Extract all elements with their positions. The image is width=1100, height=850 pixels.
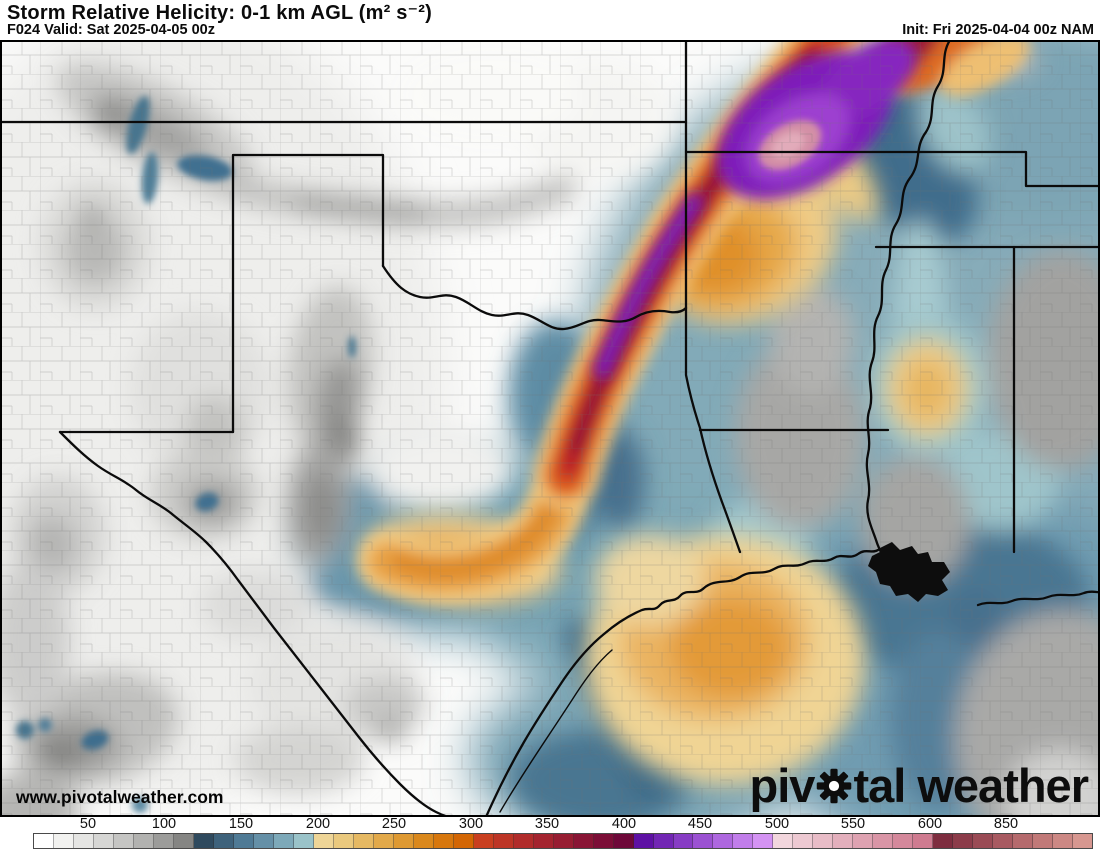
colorbar-tick: 500 bbox=[764, 816, 790, 832]
colorbar-cell bbox=[473, 834, 494, 848]
gear-icon bbox=[816, 764, 852, 811]
colorbar-cell bbox=[253, 834, 274, 848]
colorbar-cell bbox=[953, 834, 974, 848]
colorbar-cell bbox=[333, 834, 354, 848]
county-grid bbox=[0, 40, 1100, 817]
colorbar-cell bbox=[73, 834, 94, 848]
colorbar-cell bbox=[993, 834, 1014, 848]
colorbar-cell bbox=[613, 834, 634, 848]
colorbar-cell bbox=[733, 834, 754, 848]
colorbar-cell bbox=[833, 834, 854, 848]
colorbar-tick: 350 bbox=[534, 816, 560, 832]
colorbar-cell bbox=[413, 834, 434, 848]
colorbar-cell bbox=[213, 834, 234, 848]
colorbar-cell bbox=[813, 834, 834, 848]
colorbar-cell bbox=[273, 834, 294, 848]
colorbar-cell bbox=[433, 834, 454, 848]
gulf-coastline bbox=[484, 548, 880, 817]
colorbar-cell bbox=[1053, 834, 1074, 848]
colorbar-cell bbox=[853, 834, 874, 848]
colorbar-cell bbox=[493, 834, 514, 848]
colorbar-cell bbox=[113, 834, 134, 848]
logo-text-tal-weather: tal weather bbox=[853, 759, 1089, 812]
colorbar-cell bbox=[533, 834, 554, 848]
colorbar-tick: 200 bbox=[305, 816, 331, 832]
colorbar-cell bbox=[753, 834, 774, 848]
colorbar-cell bbox=[353, 834, 374, 848]
watermark-url: www.pivotalweather.com bbox=[16, 787, 224, 807]
colorbar-cell bbox=[913, 834, 934, 848]
colorbar-cell bbox=[393, 834, 414, 848]
mississippi-delta bbox=[868, 542, 950, 602]
colorbar-cell bbox=[313, 834, 334, 848]
colorbar-cell bbox=[893, 834, 914, 848]
colorbar-cell bbox=[773, 834, 794, 848]
model-init-label: Init: Fri 2025-04-04 00z NAM bbox=[902, 22, 1094, 38]
colorbar-cell bbox=[593, 834, 614, 848]
map-frame bbox=[0, 40, 1100, 817]
colorbar-cell bbox=[93, 834, 114, 848]
colorbar-cell bbox=[873, 834, 894, 848]
colorbar-cell bbox=[53, 834, 74, 848]
colorbar-cell bbox=[153, 834, 174, 848]
colorbar-cell bbox=[293, 834, 314, 848]
colorbar-cell bbox=[513, 834, 534, 848]
colorbar-cell bbox=[133, 834, 154, 848]
colorbar-cell bbox=[573, 834, 594, 848]
colorbar-cell bbox=[693, 834, 714, 848]
colorbar-tick: 100 bbox=[151, 816, 177, 832]
helicity-map-svg bbox=[0, 40, 1100, 817]
colorbar-cell bbox=[933, 834, 954, 848]
rio-grande bbox=[58, 430, 468, 817]
colorbar-cell bbox=[233, 834, 254, 848]
colorbar-cell bbox=[193, 834, 214, 848]
colorbar-cell bbox=[1033, 834, 1054, 848]
colorbar-tick: 450 bbox=[687, 816, 713, 832]
logo-text-piv: piv bbox=[749, 759, 816, 812]
page-title: Storm Relative Helicity: 0-1 km AGL (m² … bbox=[7, 2, 433, 24]
colorbar-tick: 300 bbox=[458, 816, 484, 832]
colorbar-cell bbox=[673, 834, 694, 848]
colorbar-tick: 250 bbox=[381, 816, 407, 832]
colorbar-cell bbox=[633, 834, 654, 848]
barrier-island bbox=[499, 649, 613, 813]
pivotal-weather-logo: piv tal weather bbox=[749, 759, 1089, 812]
colorbar-tick: 550 bbox=[840, 816, 866, 832]
colorbar-cell bbox=[373, 834, 394, 848]
colorbar-cell bbox=[713, 834, 734, 848]
colorbar-tick: 400 bbox=[611, 816, 637, 832]
colorbar-cell bbox=[453, 834, 474, 848]
colorbar-cell bbox=[653, 834, 674, 848]
colorbar-cell bbox=[173, 834, 194, 848]
mississippi-river bbox=[865, 40, 952, 566]
colorbar-tick: 850 bbox=[993, 816, 1019, 832]
colorbar-ticks: 50 100 150 200 250 300 350 400 450 500 550 600 850 bbox=[0, 816, 1100, 832]
helicity-map bbox=[0, 40, 1100, 817]
colorbar-cell bbox=[34, 834, 54, 848]
colorbar-tick: 600 bbox=[917, 816, 943, 832]
red-river bbox=[381, 264, 688, 331]
forecast-valid-label: F024 Valid: Sat 2025-04-05 00z bbox=[7, 22, 215, 38]
colorbar-cell bbox=[973, 834, 994, 848]
colorbar-cell bbox=[793, 834, 814, 848]
colorbar-cell bbox=[553, 834, 574, 848]
colorbar-tick: 50 bbox=[79, 816, 97, 832]
colorbar-cell bbox=[1073, 834, 1093, 848]
colorbar-cell bbox=[1013, 834, 1034, 848]
state-borders bbox=[0, 40, 1100, 817]
colorbar-tick: 150 bbox=[228, 816, 254, 832]
colorbar-scale bbox=[33, 833, 1093, 849]
